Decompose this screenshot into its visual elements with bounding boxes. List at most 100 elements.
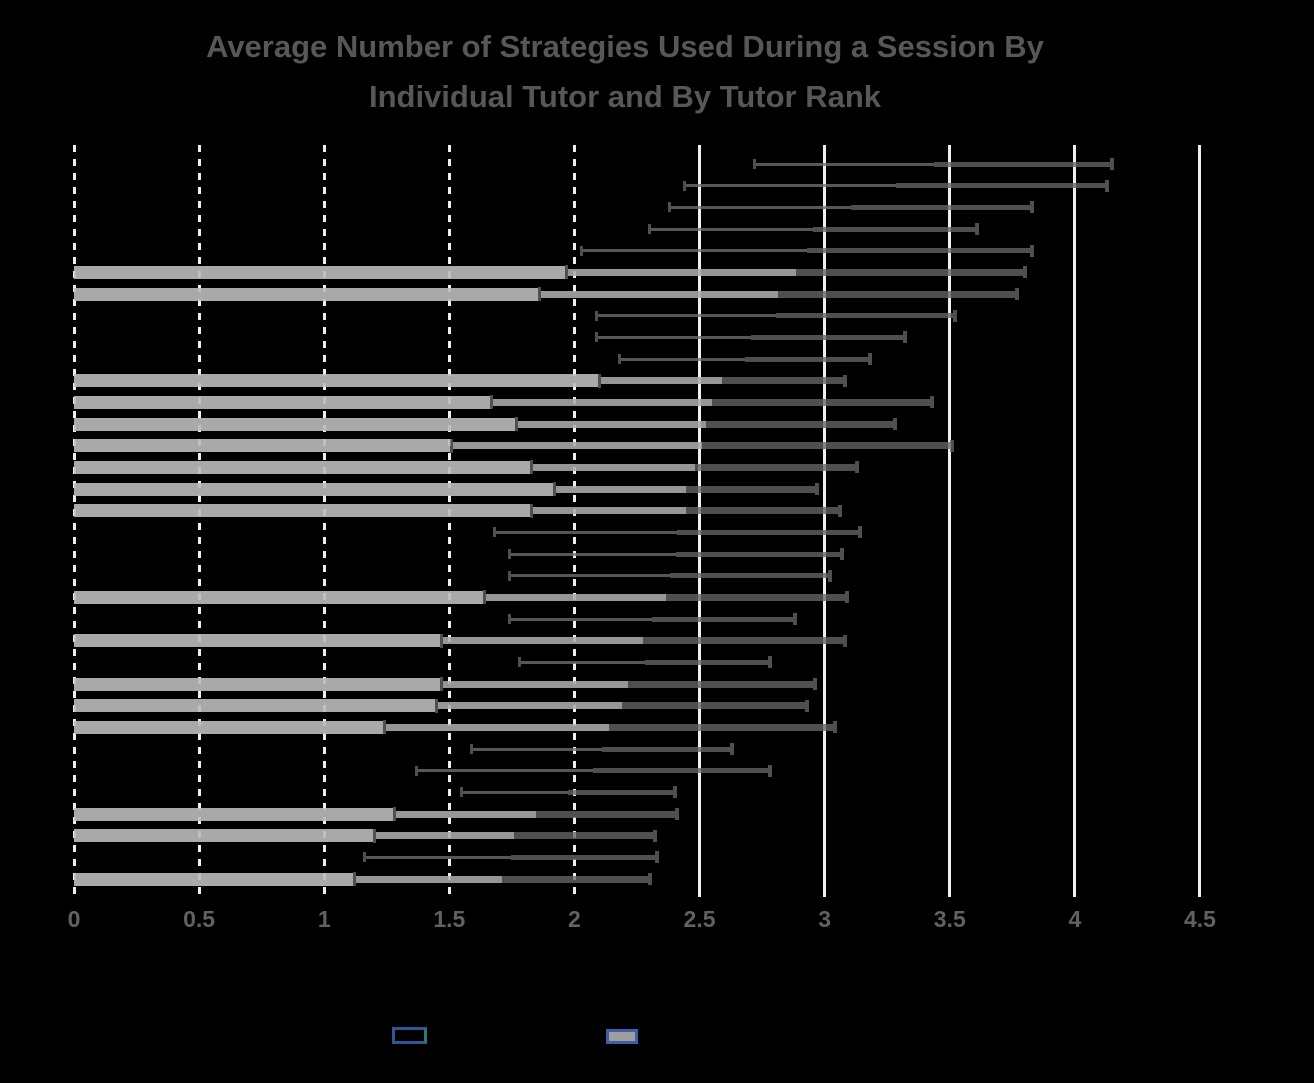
error-range-low [649, 227, 814, 231]
error-range-low [494, 530, 678, 534]
error-cap-left [648, 224, 651, 234]
error-range-low [461, 790, 569, 794]
error-cap-right [1105, 179, 1110, 192]
error-cap-right [902, 331, 907, 344]
error-cap-left [362, 852, 366, 863]
rank-average-bar [74, 829, 375, 843]
x-tick-label: 2 [568, 906, 581, 932]
error-cap-right [827, 569, 832, 582]
error-range-high [850, 204, 1033, 210]
rank-average-bar [74, 265, 567, 279]
error-range-high [722, 377, 845, 385]
rank-average-bar [74, 872, 355, 886]
error-range-low [451, 442, 703, 450]
error-range-low [364, 855, 511, 859]
error-range-low [684, 184, 896, 188]
error-range-low [394, 810, 536, 818]
rank-average-bar [74, 720, 385, 734]
error-cap-right [767, 656, 772, 669]
error-cap-right [892, 418, 897, 431]
error-range-high [535, 810, 677, 818]
gridline-overlay [197, 145, 201, 897]
gridline [948, 145, 952, 897]
error-cap-left [683, 180, 687, 191]
error-cap-right [792, 613, 797, 626]
error-cap-left [460, 787, 464, 798]
error-cap-right [845, 591, 850, 604]
error-range-high [514, 832, 655, 840]
error-range-high [705, 420, 895, 428]
x-tick-label: 1.5 [433, 906, 466, 932]
error-cap-right [805, 699, 810, 712]
error-cap-right [812, 678, 817, 691]
error-range-high [933, 161, 1113, 167]
error-range-low [531, 463, 695, 471]
error-cap-right [975, 223, 980, 235]
error-range-high [628, 680, 815, 688]
error-cap-left [517, 657, 521, 668]
error-range-low [539, 290, 779, 298]
error-cap-right [952, 309, 957, 322]
error-range-low [384, 723, 610, 731]
rank-average-bar [74, 699, 437, 713]
error-cap-left [392, 807, 396, 822]
error-range-low [596, 314, 776, 318]
gridline-overlay [1198, 145, 1202, 897]
error-cap-left [490, 395, 494, 410]
error-range-low [516, 420, 706, 428]
gridline-overlay [948, 145, 952, 897]
gridline [823, 145, 827, 897]
error-cap-right [930, 396, 935, 409]
error-range-low [596, 335, 751, 339]
error-cap-left [530, 460, 534, 475]
gridline [447, 145, 451, 897]
rank-average-bar [74, 807, 395, 821]
error-cap-left [372, 828, 376, 843]
x-tick-label: 0.5 [183, 906, 216, 932]
error-cap-left [435, 698, 439, 713]
error-range-low [619, 357, 745, 361]
error-range-low [566, 268, 796, 276]
error-cap-left [507, 614, 511, 625]
error-range-high [510, 854, 657, 860]
error-range-high [685, 507, 840, 515]
rank-average-bar [74, 482, 555, 496]
error-range-low [509, 552, 676, 556]
chart-title-line1: Average Number of Strategies Used During… [206, 29, 1044, 64]
error-cap-right [652, 829, 657, 842]
error-range-high [750, 334, 905, 340]
error-range-high [644, 659, 770, 665]
error-range-high [702, 442, 953, 450]
error-range-high [778, 290, 1018, 298]
error-cap-right [842, 634, 847, 647]
error-range-high [593, 768, 770, 774]
error-range-low [416, 769, 594, 773]
error-cap-right [815, 483, 820, 496]
error-range-low [581, 249, 808, 253]
error-range-low [484, 593, 666, 601]
error-cap-right [837, 504, 842, 517]
error-cap-left [515, 417, 519, 432]
rank-average-bar [74, 395, 492, 409]
error-range-low [374, 832, 515, 840]
error-range-high [813, 226, 978, 232]
error-cap-left [440, 633, 444, 648]
error-range-high [775, 313, 955, 319]
error-range-high [665, 593, 848, 601]
error-range-high [675, 551, 843, 557]
rank-average-bar [74, 287, 540, 301]
gridline [72, 145, 76, 897]
error-cap-left [565, 265, 569, 280]
gridline-overlay [322, 145, 326, 897]
error-range-low [554, 485, 686, 493]
gridline [572, 145, 576, 897]
error-range-high [712, 398, 933, 406]
error-range-high [501, 875, 650, 883]
error-range-low [509, 617, 652, 621]
error-cap-left [492, 527, 496, 538]
error-range-high [744, 356, 870, 362]
error-range-high [795, 268, 1025, 276]
error-cap-left [597, 373, 601, 388]
error-cap-right [655, 851, 659, 864]
